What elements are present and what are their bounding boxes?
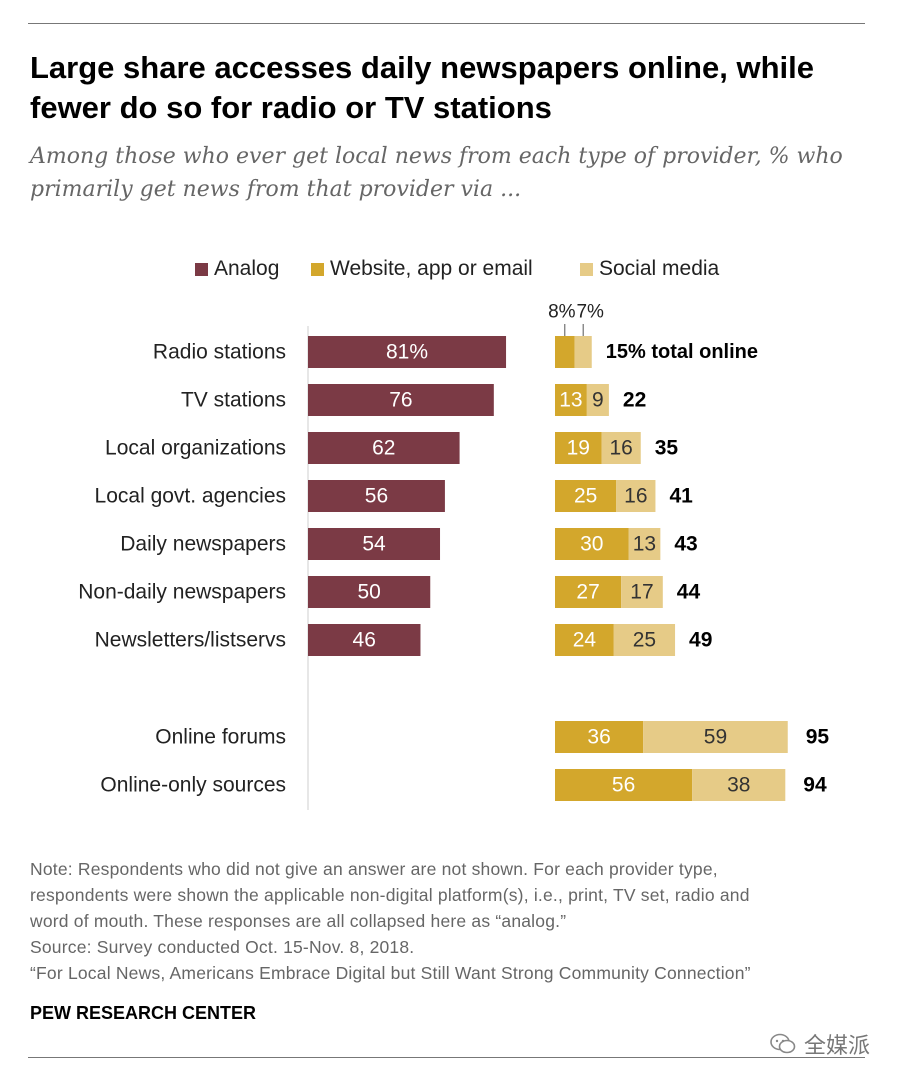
bar-label-analog: 81%: [386, 341, 428, 364]
bar-website: [555, 432, 602, 464]
wechat-icon: [770, 1033, 796, 1054]
category-label: Local organizations: [105, 437, 286, 460]
category-label: Online forums: [155, 726, 286, 749]
category-label: Daily newspapers: [120, 533, 286, 556]
legend-label: Social media: [599, 257, 720, 280]
bar-label-social: 13: [633, 533, 656, 556]
bar-label-social: 59: [704, 726, 727, 749]
bar-label-social: 9: [592, 389, 604, 412]
bar-label-website: 24: [573, 629, 597, 652]
bar-label-website: 27: [576, 581, 599, 604]
category-label: Non-daily newspapers: [78, 581, 286, 604]
bar-label-website: 30: [580, 533, 603, 556]
legend: Analog Website, app or email Social medi…: [0, 255, 906, 283]
total-online-label: 35: [655, 437, 679, 460]
bar-label-website: 13: [559, 389, 582, 412]
legend-swatch-analog: [195, 262, 208, 276]
total-online-label: 43: [674, 533, 697, 556]
subtitle-line: primarily get news from that provider vi…: [30, 177, 522, 202]
bar-website: [555, 721, 644, 753]
category-label: Newsletters/listservs: [95, 629, 286, 652]
bar-analog: [308, 624, 421, 656]
legend-swatch-website: [311, 262, 324, 276]
bar-website: [555, 624, 614, 656]
total-online-label: 44: [677, 581, 701, 604]
bar-analog: [308, 528, 441, 560]
bar-label-website: 36: [587, 726, 610, 749]
bar-label-website: 56: [612, 774, 635, 797]
bar-social: [586, 384, 609, 416]
bar-website: [555, 769, 693, 801]
watermark: 全媒派: [770, 1026, 870, 1062]
bar-social: [601, 432, 641, 464]
bar-analog: [308, 480, 445, 512]
legend-item-social: Social media: [580, 255, 719, 283]
header-label-social: 7%: [576, 302, 604, 323]
bar-label-analog: 54: [362, 533, 386, 556]
note-block: Note: Respondents who did not give an an…: [30, 856, 880, 986]
note-line: word of mouth. These responses are all c…: [30, 911, 567, 931]
total-online-label: 22: [623, 389, 646, 412]
legend-item-website: Website, app or email: [311, 255, 533, 283]
category-label: Radio stations: [153, 341, 286, 364]
bar-analog: [308, 432, 460, 464]
bar-analog: [308, 384, 494, 416]
bar-label-social: 25: [633, 629, 656, 652]
bar-label-website: 19: [567, 437, 590, 460]
report-title-line: “For Local News, Americans Embrace Digit…: [30, 963, 751, 983]
bar-label-website: 25: [574, 485, 597, 508]
bar-label-analog: 50: [357, 581, 380, 604]
bar-website: [555, 528, 629, 560]
note-line: respondents were shown the applicable no…: [30, 885, 750, 905]
category-label: Local govt. agencies: [95, 485, 286, 508]
total-online-label: 41: [669, 485, 693, 508]
bar-label-social: 16: [624, 485, 647, 508]
bar-label-social: 17: [630, 581, 653, 604]
total-online-label: 15% total online: [606, 341, 758, 363]
category-label: Online-only sources: [100, 774, 286, 797]
bar-social: [613, 624, 676, 656]
category-label: TV stations: [181, 389, 286, 412]
bar-social: [621, 576, 663, 608]
note-line: Note: Respondents who did not give an an…: [30, 859, 718, 879]
bar-social: [643, 721, 788, 753]
bottom-rule: [28, 1057, 865, 1058]
subtitle-line: Among those who ever get local news from…: [30, 144, 843, 169]
legend-label: Analog: [214, 257, 280, 280]
bar-website: [555, 336, 575, 368]
total-online-label: 49: [689, 629, 712, 652]
legend-label: Website, app or email: [330, 257, 533, 280]
bar-label-social: 38: [727, 774, 750, 797]
bar-social: [628, 528, 661, 560]
bar-label-analog: 56: [365, 485, 388, 508]
chart-subtitle: Among those who ever get local news from…: [30, 140, 870, 206]
brand-label: PEW RESEARCH CENTER: [30, 1003, 257, 1023]
bar-website: [555, 384, 587, 416]
top-rule: [28, 23, 865, 24]
title-line: Large share accesses daily newspapers on…: [30, 50, 814, 85]
chart-title: Large share accesses daily newspapers on…: [30, 48, 870, 128]
header-label-website: 8%: [548, 302, 576, 323]
title-line: fewer do so for radio or TV stations: [30, 90, 552, 125]
watermark-text: 全媒派: [804, 1033, 871, 1058]
bar-label-social: 16: [609, 437, 632, 460]
total-online-label: 95: [806, 726, 830, 749]
bar-label-analog: 46: [353, 629, 376, 652]
legend-item-analog: Analog: [195, 255, 279, 283]
bar-social: [616, 480, 656, 512]
bar-analog: [308, 336, 507, 368]
bar-analog: [308, 576, 431, 608]
bar-label-analog: 76: [389, 389, 412, 412]
total-online-label: 94: [803, 774, 827, 797]
bar-website: [555, 480, 617, 512]
legend-swatch-social: [580, 262, 593, 276]
source-line: Source: Survey conducted Oct. 15-Nov. 8,…: [30, 937, 415, 957]
bar-label-analog: 62: [372, 437, 395, 460]
bar-social: [692, 769, 786, 801]
bar-social: [574, 336, 592, 368]
bar-website: [555, 576, 622, 608]
